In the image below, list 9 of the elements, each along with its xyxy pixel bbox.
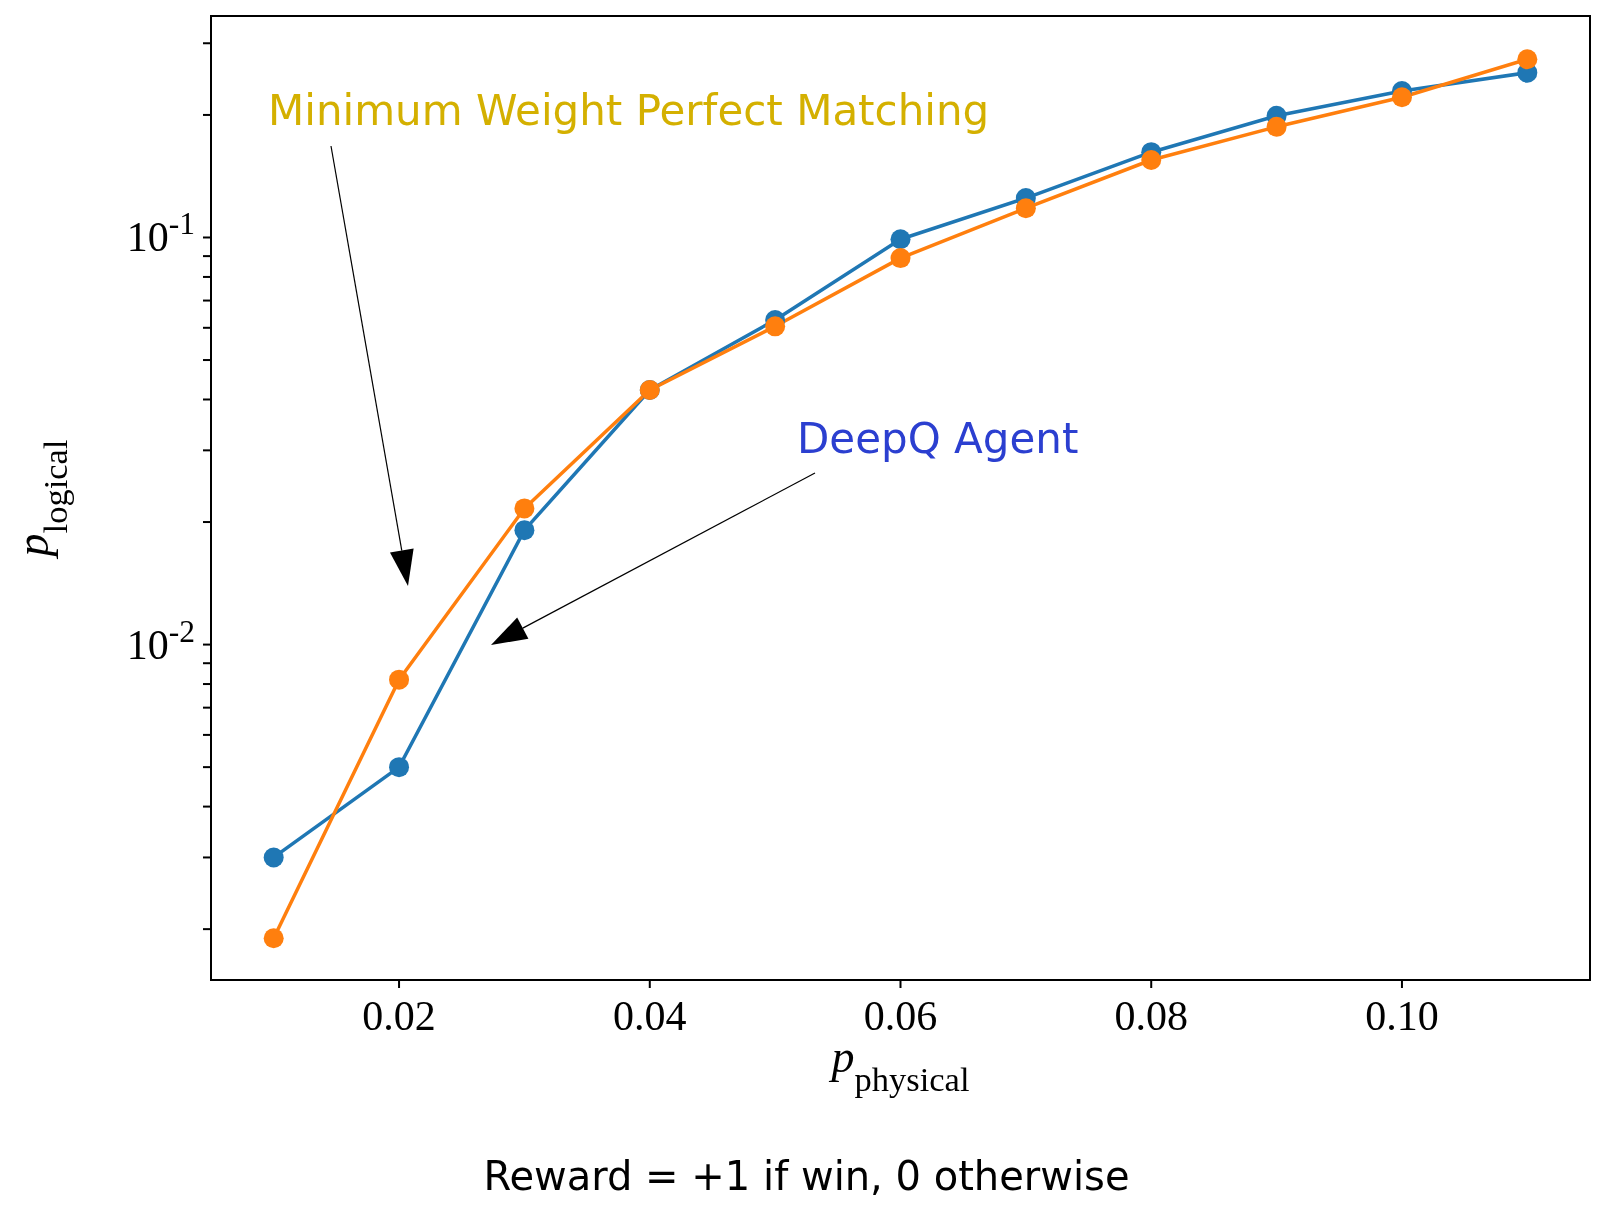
x-tick-label: 0.04 <box>613 993 687 1039</box>
x-tick-label: 0.08 <box>1114 993 1188 1039</box>
annotation: Minimum Weight Perfect Matching <box>268 86 990 135</box>
x-tick-label: 0.02 <box>362 993 436 1039</box>
y-tick-label: 10$^{-2}$ <box>126 613 195 668</box>
text: Reward = +1 if win, 0 otherwise <box>482 1153 1131 1199</box>
annotation: DeepQ Agent <box>797 414 1079 463</box>
x-tick-label: 0.10 <box>1365 993 1439 1039</box>
y-tick-label: 10$^{-1}$ <box>126 205 195 261</box>
